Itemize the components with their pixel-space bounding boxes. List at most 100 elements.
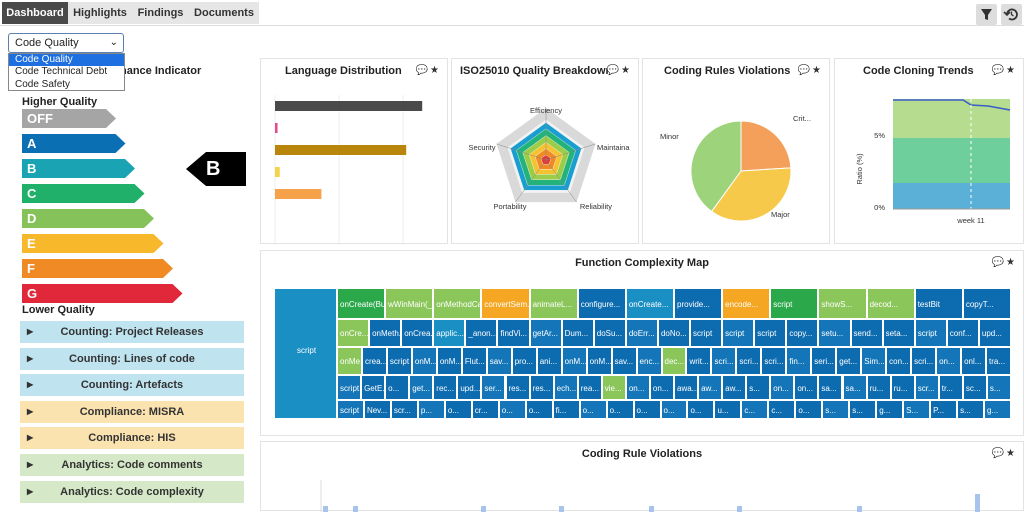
comment-icon[interactable]: 💬 xyxy=(797,65,813,76)
tab-findings[interactable]: Findings xyxy=(132,2,189,24)
treemap-cell[interactable]: copy... xyxy=(786,319,819,347)
treemap-cell[interactable]: script xyxy=(722,319,755,347)
star-icon[interactable]: ★ xyxy=(812,65,823,76)
treemap-cell[interactable]: onMe... xyxy=(337,347,362,375)
tab-dashboard[interactable]: Dashboard xyxy=(2,2,68,24)
treemap-cell[interactable]: o... xyxy=(444,400,472,419)
treemap-cell[interactable]: s... xyxy=(822,400,850,419)
tab-highlights[interactable]: Highlights xyxy=(68,2,132,24)
star-icon[interactable]: ★ xyxy=(621,65,632,76)
treemap-cell[interactable]: sav... xyxy=(611,347,637,375)
treemap-cell[interactable]: o... xyxy=(579,400,607,419)
treemap-cell[interactable]: Nev... xyxy=(363,400,391,419)
treemap-cell[interactable]: sa... xyxy=(842,375,867,400)
treemap-cell[interactable]: onMethodCal... xyxy=(433,288,482,319)
treemap-cell[interactable]: P... xyxy=(930,400,958,419)
reset-button[interactable] xyxy=(1001,4,1022,25)
treemap-cell[interactable]: o... xyxy=(606,400,634,419)
treemap-cell[interactable]: o... xyxy=(795,400,823,419)
treemap-cell[interactable]: rec... xyxy=(433,375,458,400)
treemap-cell[interactable]: getAr... xyxy=(529,319,562,347)
treemap-cell[interactable]: seta... xyxy=(882,319,915,347)
treemap-cell[interactable]: c... xyxy=(741,400,769,419)
treemap-cell[interactable]: provide... xyxy=(674,288,723,319)
treemap-cell[interactable]: dec... xyxy=(661,347,687,375)
star-icon[interactable]: ★ xyxy=(1006,448,1017,459)
treemap-cell[interactable]: get... xyxy=(409,375,434,400)
treemap-cell[interactable]: Dum... xyxy=(561,319,594,347)
treemap-cell[interactable]: writ... xyxy=(686,347,712,375)
treemap-cell[interactable]: script xyxy=(337,400,364,419)
treemap-cell[interactable]: o... xyxy=(385,375,410,400)
treemap-cell[interactable]: wWinMain(_In_HI... xyxy=(385,288,434,319)
treemap-cell[interactable]: testBit xyxy=(914,288,963,319)
treemap-cell[interactable]: ani... xyxy=(536,347,562,375)
treemap-cell[interactable]: fin... xyxy=(786,347,812,375)
treemap-cell[interactable]: p... xyxy=(417,400,445,419)
treemap-cell[interactable]: scri... xyxy=(736,347,762,375)
treemap-cell[interactable]: o... xyxy=(687,400,715,419)
treemap-cell[interactable]: ech... xyxy=(553,375,578,400)
treemap-cell[interactable]: scri... xyxy=(711,347,737,375)
comment-icon[interactable]: 💬 xyxy=(606,65,622,76)
filter-button[interactable] xyxy=(976,4,997,25)
panel-actions[interactable]: 💬★ xyxy=(607,65,632,76)
accordion-section[interactable]: ▶ Counting: Project Releases xyxy=(20,321,244,343)
accordion-section[interactable]: ▶ Counting: Lines of code xyxy=(20,347,244,370)
comment-icon[interactable]: 💬 xyxy=(415,65,431,76)
panel-actions[interactable]: 💬★ xyxy=(992,257,1017,268)
treemap-cell[interactable]: animateL... xyxy=(529,288,578,319)
treemap-cell[interactable]: c... xyxy=(768,400,796,419)
accordion-section[interactable]: ▶ Analytics: Code comments xyxy=(20,454,244,476)
treemap-cell[interactable]: script xyxy=(386,347,412,375)
treemap-cell[interactable]: setu... xyxy=(818,319,851,347)
treemap-cell[interactable]: aw... xyxy=(698,375,723,400)
treemap-cell[interactable]: doNo... xyxy=(657,319,691,347)
treemap-cell[interactable]: GetE... xyxy=(361,375,386,400)
treemap-cell[interactable]: sa... xyxy=(818,375,843,400)
comment-icon[interactable]: 💬 xyxy=(991,448,1007,459)
accordion-section[interactable]: ▶ Analytics: Code complexity xyxy=(20,480,244,503)
treemap-cell[interactable]: res... xyxy=(529,375,554,400)
treemap-cell[interactable]: scr... xyxy=(914,375,939,400)
treemap-cell[interactable]: Flut... xyxy=(461,347,487,375)
treemap-cell[interactable]: doSu... xyxy=(593,319,626,347)
option-code-quality[interactable]: Code Quality xyxy=(9,54,124,67)
treemap-cell[interactable]: upd... xyxy=(457,375,482,400)
treemap-cell[interactable]: s... xyxy=(746,375,771,400)
panel-actions[interactable]: 💬★ xyxy=(992,65,1017,76)
treemap-cell[interactable]: aw... xyxy=(722,375,747,400)
treemap-cell[interactable]: script xyxy=(690,319,723,347)
panel-actions[interactable]: 💬★ xyxy=(992,448,1017,459)
treemap-cell[interactable]: cr... xyxy=(471,400,499,419)
treemap-cell[interactable]: pro... xyxy=(511,347,537,375)
panel-actions[interactable]: 💬★ xyxy=(798,65,823,76)
treemap-cell[interactable]: showS... xyxy=(818,288,867,319)
treemap-cell[interactable]: doErr... xyxy=(625,319,658,347)
treemap-cell[interactable]: awa... xyxy=(674,375,699,400)
treemap-cell[interactable]: fi... xyxy=(552,400,580,419)
accordion-section[interactable]: ▶ Compliance: HIS xyxy=(20,427,244,450)
treemap-cell[interactable]: u... xyxy=(714,400,742,419)
treemap-cell[interactable]: send... xyxy=(850,319,883,347)
treemap-cell[interactable]: s... xyxy=(849,400,877,419)
treemap-cell[interactable]: seri... xyxy=(811,347,837,375)
treemap-cell[interactable]: scr... xyxy=(390,400,418,419)
treemap-cell[interactable]: onM... xyxy=(586,347,612,375)
treemap-cell[interactable]: ser... xyxy=(481,375,506,400)
treemap-cell[interactable]: vie... xyxy=(601,375,626,400)
treemap-cell[interactable]: sc... xyxy=(962,375,987,400)
treemap-cell[interactable]: tr... xyxy=(938,375,963,400)
treemap-cell[interactable]: decod... xyxy=(866,288,915,319)
treemap-cell[interactable]: on... xyxy=(794,375,819,400)
treemap-cell[interactable]: applic... xyxy=(433,319,466,347)
treemap-cell[interactable]: con... xyxy=(886,347,912,375)
model-select[interactable]: Code Quality ⌄ xyxy=(8,33,124,53)
treemap-cell[interactable]: ru... xyxy=(866,375,891,400)
treemap-cell[interactable]: g... xyxy=(876,400,904,419)
treemap-cell[interactable]: copyT... xyxy=(962,288,1011,319)
treemap-cell[interactable]: upd... xyxy=(978,319,1011,347)
treemap-cell[interactable]: s... xyxy=(957,400,985,419)
treemap-cell[interactable]: onCre... xyxy=(337,319,370,347)
treemap-cell[interactable]: onCreate(Bundle) xyxy=(337,288,386,319)
